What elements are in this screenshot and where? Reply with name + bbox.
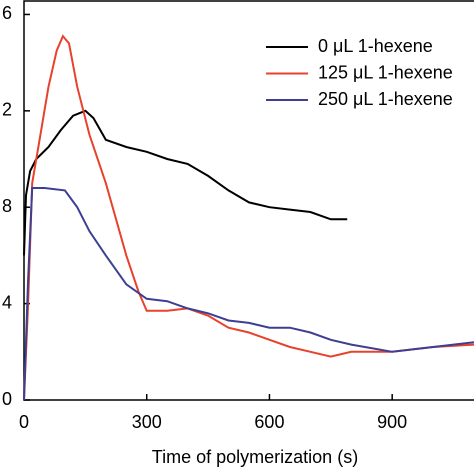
x-tick-label: 0 [19, 412, 29, 432]
y-tick-label: 2 [2, 100, 12, 120]
plot-frame [23, 0, 474, 401]
legend-label: 250 μL 1-hexene [318, 89, 453, 109]
x-tick-label: 300 [132, 412, 162, 432]
legend-label: 0 μL 1-hexene [318, 36, 433, 56]
y-tick-label: 6 [2, 3, 12, 23]
y-tick-label: 8 [2, 196, 12, 216]
series-line [23, 109, 348, 256]
y-tick-label: 0 [2, 389, 12, 409]
x-tick-label: 600 [254, 412, 284, 432]
x-axis-label: Time of polymerization (s) [152, 447, 358, 467]
series-line [23, 187, 474, 401]
y-tick-label: 4 [2, 292, 12, 312]
legend-label: 125 μL 1-hexene [318, 62, 453, 82]
series-line [23, 34, 474, 401]
x-tick-label: 900 [377, 412, 407, 432]
